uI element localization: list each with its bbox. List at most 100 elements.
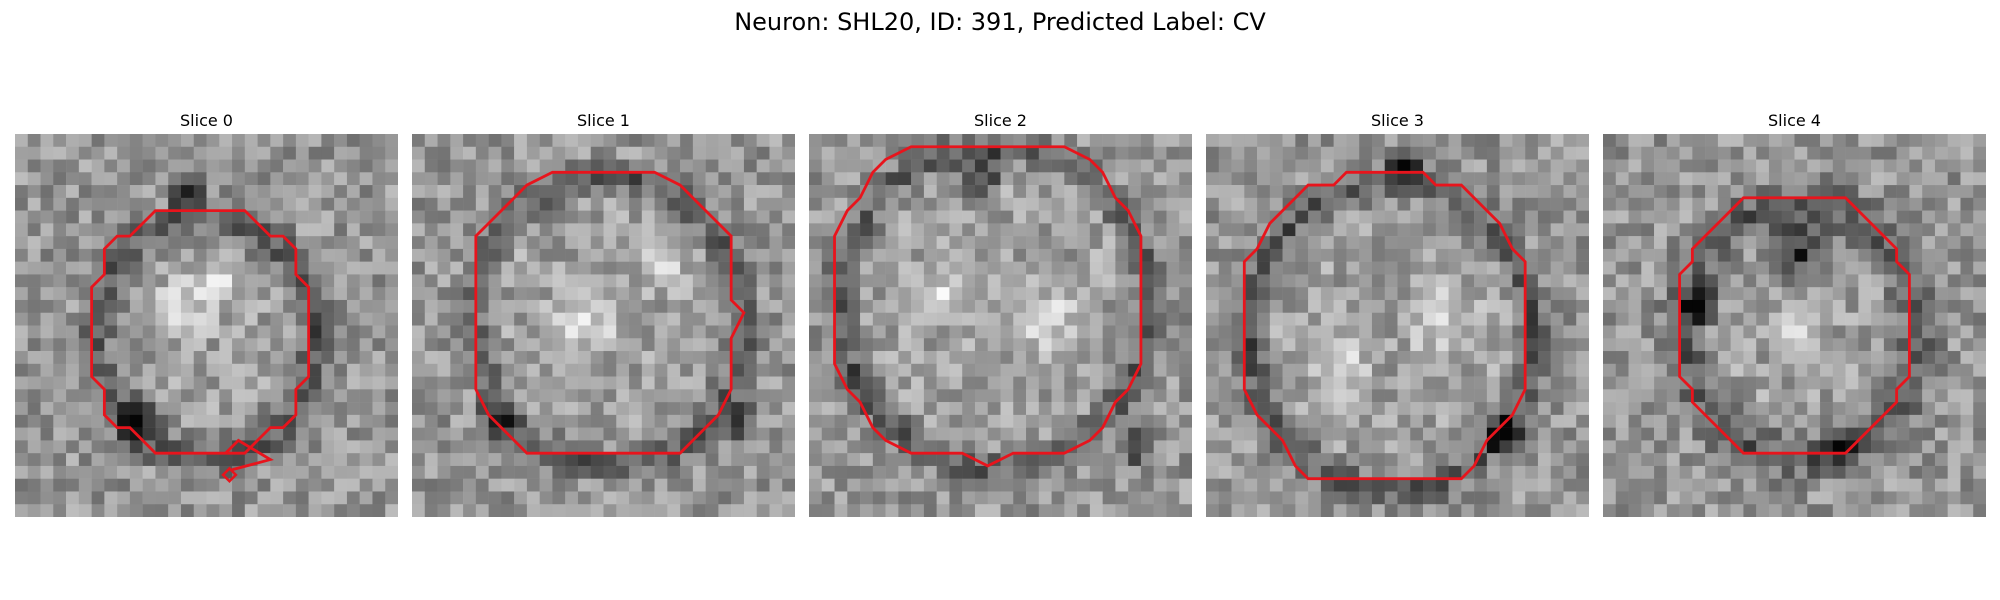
image-pixel bbox=[372, 376, 386, 390]
image-pixel bbox=[860, 287, 874, 301]
image-pixel bbox=[1179, 440, 1192, 454]
image-pixel bbox=[1654, 402, 1668, 416]
image-pixel bbox=[692, 159, 706, 173]
image-pixel bbox=[809, 312, 823, 326]
image-pixel bbox=[1206, 363, 1220, 377]
image-pixel bbox=[526, 185, 540, 199]
image-pixel bbox=[1013, 427, 1027, 441]
image-pixel bbox=[1423, 274, 1437, 288]
image-pixel bbox=[898, 223, 912, 237]
image-pixel bbox=[847, 248, 861, 262]
image-pixel bbox=[1461, 287, 1475, 301]
image-pixel bbox=[1448, 261, 1462, 275]
image-pixel bbox=[1973, 376, 1986, 390]
image-pixel bbox=[1371, 389, 1385, 403]
image-pixel bbox=[117, 197, 131, 211]
image-pixel bbox=[1461, 274, 1475, 288]
image-pixel bbox=[1257, 504, 1271, 517]
image-pixel bbox=[821, 146, 835, 160]
image-pixel bbox=[1026, 363, 1040, 377]
image-pixel bbox=[1692, 376, 1706, 390]
image-pixel bbox=[1269, 223, 1283, 237]
image-pixel bbox=[641, 287, 655, 301]
image-pixel bbox=[1282, 363, 1296, 377]
image-pixel bbox=[1628, 338, 1642, 352]
image-pixel bbox=[1013, 312, 1027, 326]
image-pixel bbox=[1883, 210, 1897, 224]
slice-image bbox=[1206, 134, 1589, 517]
image-pixel bbox=[1359, 325, 1373, 339]
image-pixel bbox=[1858, 453, 1872, 467]
image-pixel bbox=[1051, 440, 1065, 454]
image-pixel bbox=[680, 465, 694, 479]
image-pixel bbox=[1499, 465, 1513, 479]
image-pixel bbox=[1820, 274, 1834, 288]
image-pixel bbox=[629, 402, 643, 416]
image-pixel bbox=[232, 402, 246, 416]
image-pixel bbox=[1934, 465, 1948, 479]
slice-panel-1: Slice 1 bbox=[412, 108, 795, 517]
image-pixel bbox=[1371, 261, 1385, 275]
image-pixel bbox=[834, 236, 848, 250]
image-pixel bbox=[1896, 427, 1910, 441]
image-pixel bbox=[219, 159, 233, 173]
image-pixel bbox=[412, 453, 426, 467]
image-pixel bbox=[1537, 376, 1551, 390]
image-pixel bbox=[1474, 325, 1488, 339]
image-pixel bbox=[1486, 376, 1500, 390]
image-pixel bbox=[667, 236, 681, 250]
image-pixel bbox=[1051, 299, 1065, 313]
image-pixel bbox=[1282, 389, 1296, 403]
image-pixel bbox=[1384, 287, 1398, 301]
image-pixel bbox=[923, 504, 937, 517]
image-pixel bbox=[1257, 299, 1271, 313]
image-pixel bbox=[898, 185, 912, 199]
image-pixel bbox=[1359, 491, 1373, 505]
image-pixel bbox=[526, 197, 540, 211]
image-pixel bbox=[168, 299, 182, 313]
image-pixel bbox=[629, 440, 643, 454]
image-pixel bbox=[1000, 261, 1014, 275]
image-pixel bbox=[1832, 185, 1846, 199]
image-pixel bbox=[1231, 287, 1245, 301]
image-pixel bbox=[809, 261, 823, 275]
image-pixel bbox=[654, 338, 668, 352]
image-pixel bbox=[1218, 146, 1232, 160]
image-pixel bbox=[1743, 159, 1757, 173]
image-pixel bbox=[1603, 223, 1617, 237]
image-pixel bbox=[1346, 427, 1360, 441]
image-pixel bbox=[1089, 376, 1103, 390]
image-pixel bbox=[1231, 325, 1245, 339]
image-pixel bbox=[847, 414, 861, 428]
image-pixel bbox=[1641, 248, 1655, 262]
image-pixel bbox=[898, 338, 912, 352]
image-pixel bbox=[1692, 223, 1706, 237]
image-pixel bbox=[1038, 146, 1052, 160]
image-pixel bbox=[1576, 338, 1589, 352]
image-pixel bbox=[1486, 363, 1500, 377]
image-pixel bbox=[1000, 351, 1014, 365]
image-pixel bbox=[1794, 312, 1808, 326]
image-pixel bbox=[1115, 299, 1129, 313]
image-pixel bbox=[1960, 478, 1974, 492]
image-pixel bbox=[1448, 389, 1462, 403]
image-pixel bbox=[1960, 376, 1974, 390]
image-pixel bbox=[654, 146, 668, 160]
image-pixel bbox=[1934, 478, 1948, 492]
image-pixel bbox=[641, 453, 655, 467]
image-pixel bbox=[1320, 210, 1334, 224]
image-pixel bbox=[1679, 248, 1693, 262]
image-pixel bbox=[590, 325, 604, 339]
image-pixel bbox=[731, 223, 745, 237]
image-pixel bbox=[475, 210, 489, 224]
image-pixel bbox=[1115, 159, 1129, 173]
image-pixel bbox=[27, 312, 41, 326]
image-pixel bbox=[450, 363, 464, 377]
image-pixel bbox=[1397, 261, 1411, 275]
image-pixel bbox=[1654, 210, 1668, 224]
image-pixel bbox=[206, 261, 220, 275]
image-pixel bbox=[1628, 172, 1642, 186]
image-pixel bbox=[1461, 146, 1475, 160]
image-pixel bbox=[1320, 312, 1334, 326]
image-pixel bbox=[974, 389, 988, 403]
